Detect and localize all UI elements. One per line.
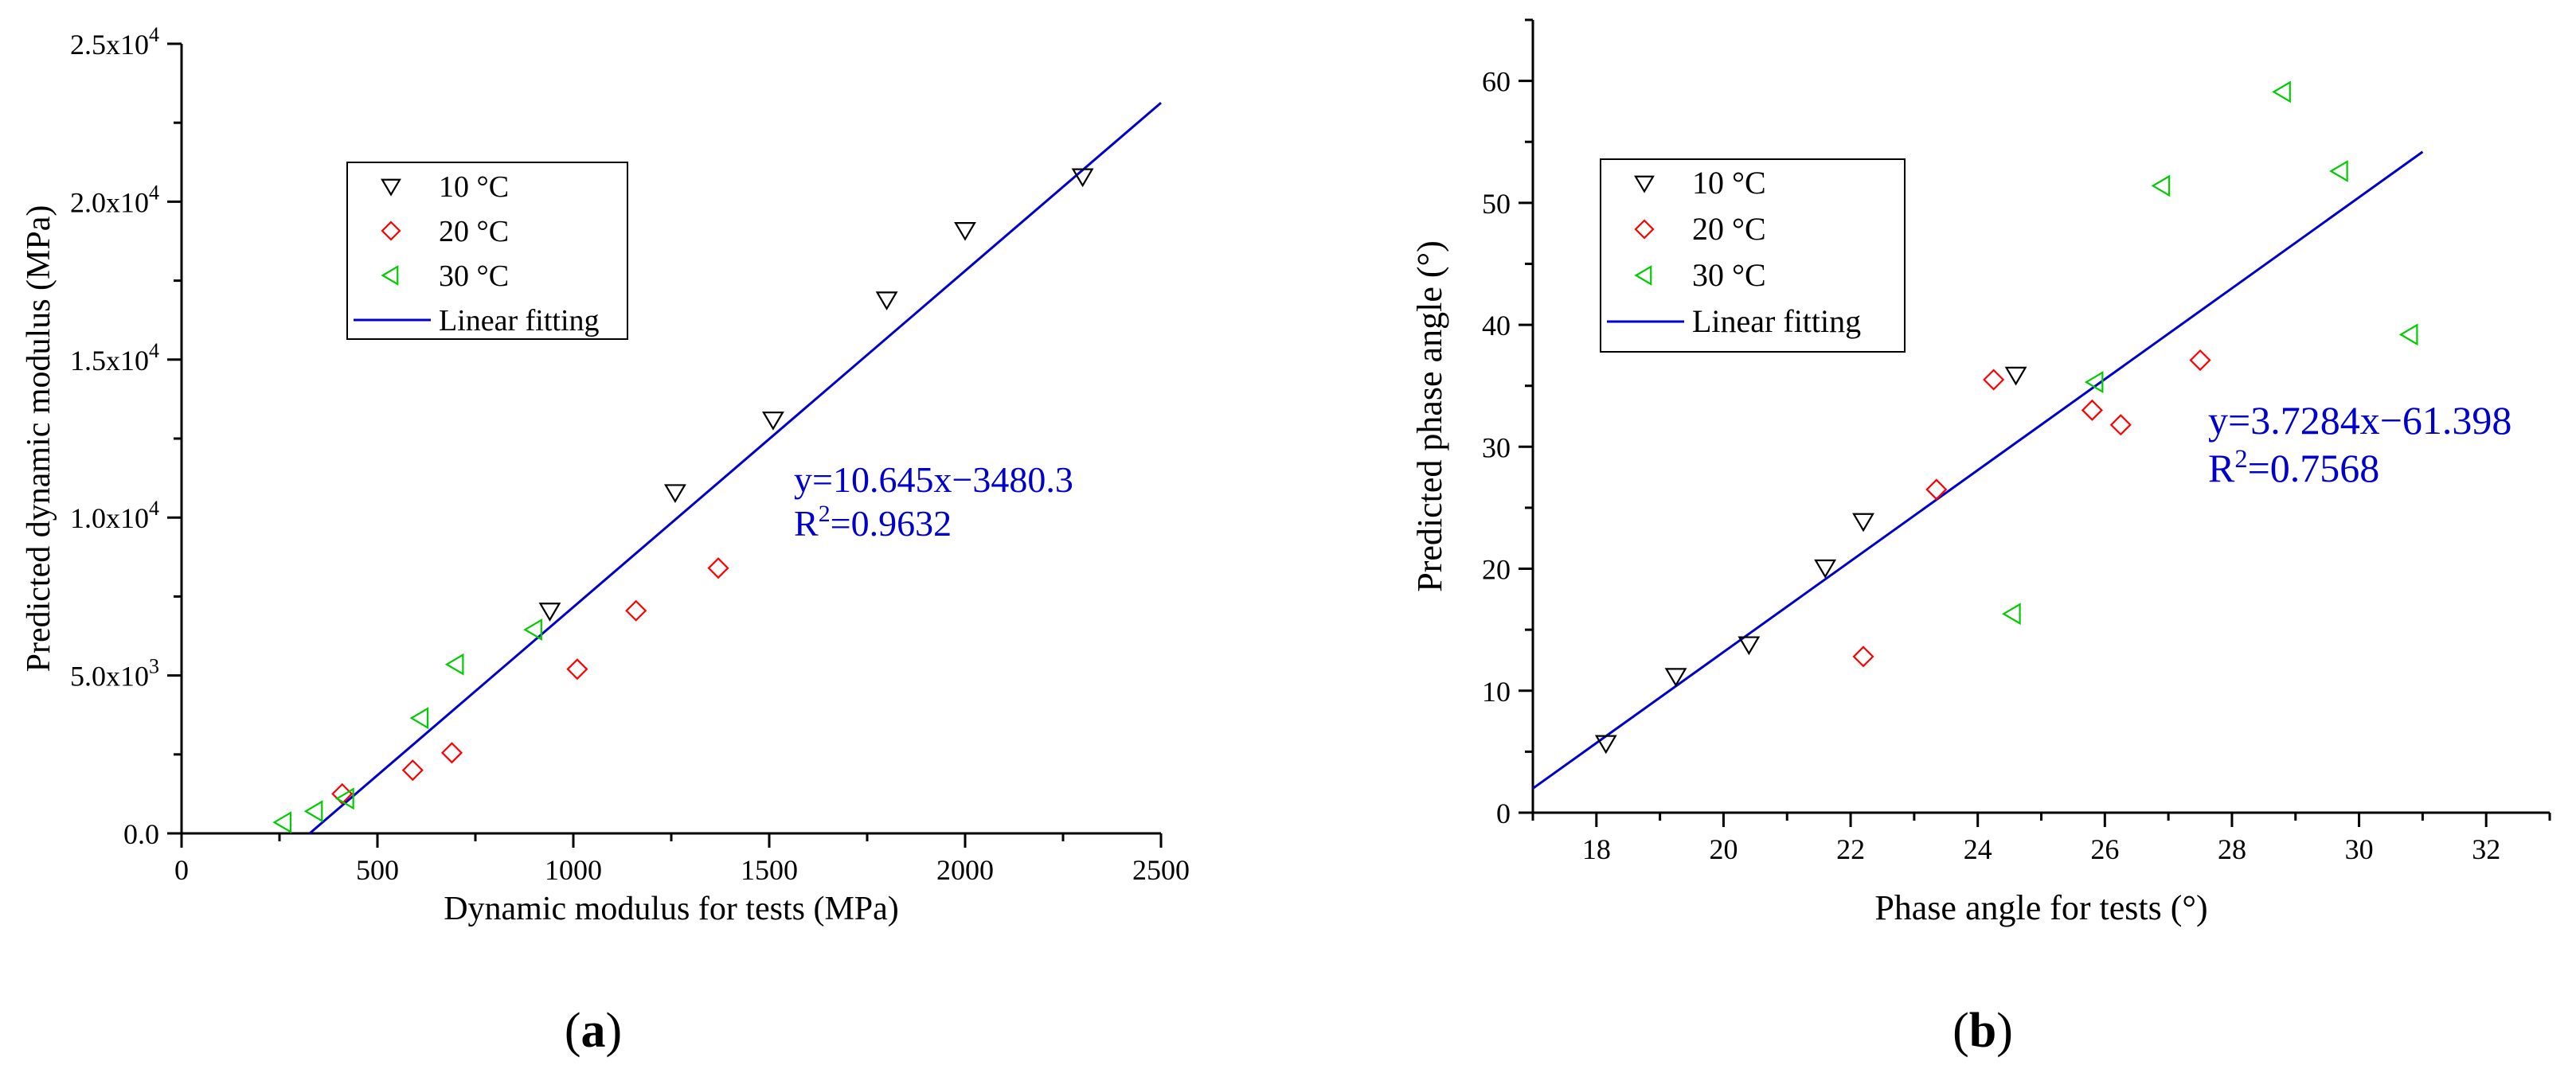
chart-a-point-20c bbox=[707, 557, 729, 579]
chart-b-point-20c bbox=[1925, 478, 1948, 501]
chart-b-point-10c bbox=[1594, 735, 1617, 755]
chart-a-point-20c bbox=[440, 742, 463, 764]
chart-a-legend-label: 30 °C bbox=[439, 259, 509, 293]
chart-a-legend-marker bbox=[381, 265, 399, 286]
chart-b-point-30c bbox=[2329, 160, 2348, 182]
chart-a-fit-line bbox=[308, 101, 1162, 835]
chart-a-point-20c bbox=[625, 599, 647, 622]
chart-b-legend-marker bbox=[1634, 219, 1655, 240]
chart-b-x-tick-label: 24 bbox=[1964, 833, 1992, 865]
chart-a-point-20c bbox=[401, 759, 424, 782]
chart-b-fit-line bbox=[1532, 150, 2424, 790]
chart-b-point-30c bbox=[2151, 174, 2171, 197]
chart-b-legend-marker bbox=[1634, 265, 1652, 286]
chart-b-y-axis-label: Predicted phase angle (°) bbox=[1410, 240, 1449, 592]
chart-b-point-10c bbox=[1852, 513, 1874, 532]
chart-a-x-tick-label: 0 bbox=[174, 854, 189, 886]
chart-a-point-30c bbox=[523, 618, 542, 641]
chart-b-y-tick-label: 0 bbox=[1496, 798, 1511, 829]
chart-b-point-10c bbox=[2004, 366, 2027, 386]
chart-a-point-10c bbox=[875, 291, 898, 310]
chart-b-point-30c bbox=[2084, 371, 2104, 394]
chart-b-y-tick-label: 30 bbox=[1482, 431, 1511, 463]
chart-a-y-tick-label: 0.0 bbox=[123, 818, 159, 850]
chart-a-x-tick-label: 2500 bbox=[1132, 854, 1190, 886]
chart-a-x-tick-label: 2000 bbox=[936, 854, 994, 886]
chart-b-x-tick-label: 32 bbox=[2472, 833, 2500, 865]
chart-b-point-30c bbox=[2398, 323, 2418, 346]
chart-b-y-tick-label: 50 bbox=[1482, 188, 1511, 220]
chart-b-x-tick-label: 18 bbox=[1582, 833, 1611, 865]
chart-a-legend-label: 20 °C bbox=[439, 215, 509, 248]
chart-b-x-tick-label: 26 bbox=[2090, 833, 2119, 865]
chart-b-point-10c bbox=[1814, 559, 1837, 579]
chart-a-y-axis-label: Predicted dynamic modulus (MPa) bbox=[21, 205, 57, 673]
chart-b-point-30c bbox=[2272, 80, 2291, 103]
chart-b-point-20c bbox=[1852, 646, 1874, 668]
chart-b-point-10c bbox=[1738, 636, 1761, 656]
chart-b-legend-marker bbox=[1634, 175, 1655, 193]
chart-b-fit-equation: y=3.7284x−61.398 bbox=[2208, 398, 2512, 443]
chart-panel-b: 18 20 22 24 26 28 30 32 0 10 20 30 40 50 60 Phase angle… bbox=[1410, 18, 2551, 927]
chart-a-point-30c bbox=[409, 707, 429, 730]
chart-a-point-10c bbox=[761, 412, 784, 431]
chart-a-point-30c bbox=[272, 811, 292, 834]
chart-b-point-20c bbox=[2189, 349, 2211, 372]
chart-b-x-tick-label: 22 bbox=[1836, 833, 1865, 865]
chart-b-y-tick-label: 10 bbox=[1482, 676, 1511, 708]
chart-a-y-tick-label: 2.0x104 bbox=[70, 181, 159, 218]
chart-a-y-tick-label: 1.5x104 bbox=[70, 339, 159, 376]
chart-a-point-30c bbox=[303, 800, 323, 823]
chart-a-legend-box bbox=[346, 162, 628, 340]
chart-a-fit-equation: y=10.645x−3480.3 bbox=[794, 459, 1073, 500]
chart-a-point-10c bbox=[1071, 168, 1094, 188]
chart-b-point-30c bbox=[2002, 603, 2021, 626]
chart-a-point-10c bbox=[663, 484, 686, 504]
chart-a-point-20c bbox=[566, 658, 588, 681]
chart-a-point-30c bbox=[444, 653, 464, 676]
chart-a-point-30c bbox=[335, 787, 354, 810]
chart-b-point-20c bbox=[2081, 399, 2103, 421]
chart-b-x-tick-label: 28 bbox=[2218, 833, 2246, 865]
chart-a-legend-label: 10 °C bbox=[439, 170, 509, 204]
chart-b-legend-label: Linear fitting bbox=[1692, 303, 1861, 339]
chart-b-point-20c bbox=[2109, 414, 2132, 436]
chart-b-point-10c bbox=[1664, 668, 1687, 687]
chart-b-fit-r-squared: R2=0.7568 bbox=[2208, 445, 2379, 490]
chart-panel-a: 0 500 1000 1500 2000 2500 0.0 5.0x103 1.0x104 1.5… bbox=[21, 23, 1190, 927]
chart-a-fit-r-squared: R2=0.9632 bbox=[794, 501, 952, 544]
chart-a-x-tick-label: 1000 bbox=[545, 854, 602, 886]
chart-b-y-tick-label: 20 bbox=[1482, 554, 1511, 586]
chart-b-legend-box bbox=[1600, 158, 1906, 353]
chart-b-y-tick-label: 40 bbox=[1482, 310, 1511, 341]
panel-b-caption: (b) bbox=[1953, 1004, 2013, 1058]
chart-a-legend-marker bbox=[381, 178, 401, 197]
chart-a-y-tick-label: 2.5x104 bbox=[70, 23, 159, 60]
chart-b-point-20c bbox=[1983, 369, 2005, 391]
chart-a-x-axis-label: Dynamic modulus for tests (MPa) bbox=[444, 891, 899, 927]
chart-a-y-tick-label: 5.0x103 bbox=[70, 655, 159, 692]
chart-a-legend-marker bbox=[381, 220, 401, 241]
chart-b-y-tick-label: 60 bbox=[1482, 66, 1511, 98]
chart-a-point-10c bbox=[954, 222, 976, 241]
chart-b-x-axis-label: Phase angle for tests (°) bbox=[1874, 888, 2207, 927]
chart-a-y-tick-label: 1.0x104 bbox=[70, 497, 159, 534]
chart-a-point-20c bbox=[331, 782, 354, 805]
chart-b-x-tick-label: 30 bbox=[2345, 833, 2374, 865]
panel-a-caption: (a) bbox=[565, 1004, 622, 1058]
chart-b-x-tick-label: 20 bbox=[1709, 833, 1738, 865]
chart-a-point-10c bbox=[538, 603, 561, 622]
chart-b-legend-label: 10 °C bbox=[1692, 165, 1766, 201]
chart-a-legend-label: Linear fitting bbox=[439, 304, 600, 337]
chart-b-legend-label: 20 °C bbox=[1692, 211, 1766, 247]
chart-a-x-tick-label: 1500 bbox=[741, 854, 798, 886]
chart-b-legend-label: 30 °C bbox=[1692, 257, 1766, 293]
chart-a-x-tick-label: 500 bbox=[356, 854, 399, 886]
